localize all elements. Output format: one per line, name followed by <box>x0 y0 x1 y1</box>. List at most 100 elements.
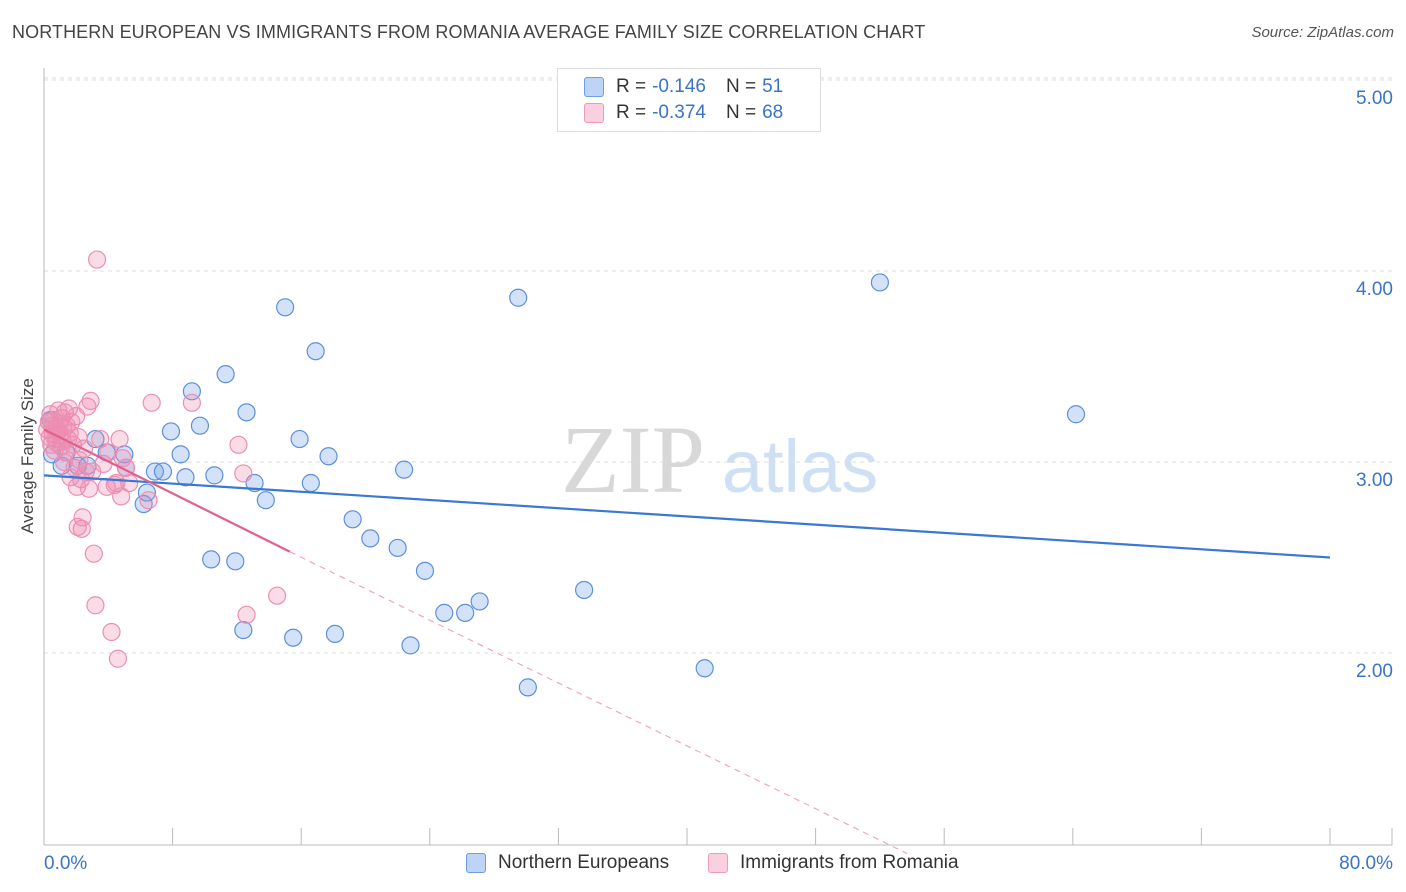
trend-line-immigrants-from-romania <box>43 428 291 553</box>
data-point-northern-europeans <box>237 403 256 422</box>
legend-r-value-blue: -0.146 <box>652 76 706 97</box>
watermark-atlas: atlas <box>722 425 878 508</box>
data-point-immigrants-from-romania <box>108 649 128 668</box>
legend-swatch-blue <box>466 853 486 873</box>
legend-swatch-pink <box>708 853 728 873</box>
data-point-immigrants-from-romania <box>237 605 256 624</box>
data-point-immigrants-from-romania <box>112 487 131 506</box>
data-point-northern-europeans <box>319 447 338 466</box>
y-tick-label: 5.00 <box>1356 88 1393 109</box>
data-point-immigrants-from-romania <box>59 399 79 418</box>
data-point-northern-europeans <box>456 603 475 622</box>
correlation-legend: R = -0.146 N = 51 R = -0.374 N = 68 <box>557 68 821 132</box>
data-point-immigrants-from-romania <box>79 479 99 498</box>
data-point-northern-europeans <box>415 561 435 580</box>
data-point-immigrants-from-romania <box>76 462 95 481</box>
data-point-immigrants-from-romania <box>139 491 158 510</box>
data-point-northern-europeans <box>226 552 245 571</box>
legend-row-pink: R = -0.374 N = 68 <box>584 101 783 125</box>
data-point-immigrants-from-romania <box>84 544 103 563</box>
legend-r-label: R = <box>616 76 647 97</box>
data-point-northern-europeans <box>137 483 156 502</box>
data-point-immigrants-from-romania <box>62 412 81 431</box>
legend-swatch-blue <box>584 77 604 97</box>
legend-row-blue: R = -0.146 N = 51 <box>584 75 783 99</box>
data-point-immigrants-from-romania <box>54 452 74 472</box>
source-credit: Source: ZipAtlas.com <box>1251 24 1394 41</box>
data-point-immigrants-from-romania <box>182 393 201 412</box>
data-point-northern-europeans <box>518 678 537 697</box>
legend-r-label: R = <box>616 102 647 123</box>
legend-item-immigrants-from-romania: Immigrants from Romania <box>708 852 959 874</box>
data-point-northern-europeans <box>202 550 221 569</box>
data-point-northern-europeans <box>234 620 253 640</box>
legend-n-value-pink: 68 <box>762 102 784 123</box>
data-point-immigrants-from-romania <box>91 429 110 449</box>
data-point-northern-europeans <box>290 429 309 449</box>
data-point-immigrants-from-romania <box>87 250 107 269</box>
data-point-immigrants-from-romania <box>110 429 129 449</box>
data-point-northern-europeans <box>171 445 190 464</box>
y-tick-label: 4.00 <box>1356 279 1393 300</box>
series-immigrants-from-romania <box>38 250 287 668</box>
data-point-northern-europeans <box>1066 405 1086 424</box>
legend-n-label: N = <box>725 76 757 97</box>
data-point-northern-europeans <box>176 468 195 487</box>
data-point-northern-europeans <box>284 628 303 647</box>
data-point-northern-europeans <box>575 580 594 600</box>
legend-label-immigrants-from-romania: Immigrants from Romania <box>740 852 959 873</box>
x-tick-label: 0.0% <box>44 853 87 874</box>
data-point-immigrants-from-romania <box>70 450 89 470</box>
data-point-northern-europeans <box>695 659 714 678</box>
series-legend: Northern Europeans Immigrants from Roman… <box>0 852 1406 878</box>
data-point-immigrants-from-romania <box>83 462 102 481</box>
trend-lines <box>43 428 1331 855</box>
data-point-northern-europeans <box>509 288 528 307</box>
data-point-northern-europeans <box>301 473 320 493</box>
x-tick-label: 80.0% <box>1339 853 1393 874</box>
data-point-immigrants-from-romania <box>113 449 132 468</box>
data-point-immigrants-from-romania <box>86 596 105 615</box>
legend-n-label: N = <box>725 102 757 123</box>
data-point-northern-europeans <box>276 298 295 317</box>
data-point-northern-europeans <box>325 624 345 644</box>
series-northern-europeans <box>41 273 1086 697</box>
data-point-immigrants-from-romania <box>73 508 92 527</box>
y-tick-labels: 2.00 3.00 4.00 5.00 <box>1356 88 1393 682</box>
data-point-northern-europeans <box>306 342 325 361</box>
data-point-northern-europeans <box>435 603 454 622</box>
legend-r-value-pink: -0.374 <box>652 102 706 123</box>
data-point-northern-europeans <box>216 365 235 384</box>
legend-label-northern-europeans: Northern Europeans <box>498 852 670 873</box>
data-point-immigrants-from-romania <box>120 473 139 493</box>
data-point-northern-europeans <box>470 592 489 611</box>
data-point-northern-europeans <box>161 422 181 441</box>
data-point-northern-europeans <box>153 462 173 481</box>
legend-item-northern-europeans: Northern Europeans <box>466 852 669 874</box>
trend-line-northern-europeans <box>43 474 1331 559</box>
data-point-immigrants-from-romania <box>78 397 97 416</box>
data-point-immigrants-from-romania <box>142 393 161 412</box>
axes <box>43 68 1393 846</box>
data-point-immigrants-from-romania <box>229 435 248 454</box>
data-point-immigrants-from-romania <box>102 622 121 642</box>
chart-title: NORTHERN EUROPEAN VS IMMIGRANTS FROM ROM… <box>12 22 926 42</box>
watermark-zip: ZIP <box>561 406 705 513</box>
data-point-northern-europeans <box>205 466 224 485</box>
data-point-immigrants-from-romania <box>81 391 100 410</box>
data-point-immigrants-from-romania <box>267 586 287 605</box>
gridlines <box>44 77 1392 654</box>
data-point-northern-europeans <box>361 529 380 548</box>
data-point-northern-europeans <box>401 636 420 655</box>
trend-line-extension-immigrants-from-romania <box>289 551 908 855</box>
data-point-immigrants-from-romania <box>234 464 253 483</box>
data-point-northern-europeans <box>256 491 275 510</box>
y-tick-label: 2.00 <box>1356 661 1393 682</box>
x-tick-labels: 0.0% 80.0% <box>44 853 1393 874</box>
watermark: ZIP atlas <box>561 406 878 513</box>
legend-n-value-blue: 51 <box>762 76 784 97</box>
y-tick-label: 3.00 <box>1356 470 1393 491</box>
data-point-northern-europeans <box>870 273 890 292</box>
legend-swatch-pink <box>584 103 604 123</box>
